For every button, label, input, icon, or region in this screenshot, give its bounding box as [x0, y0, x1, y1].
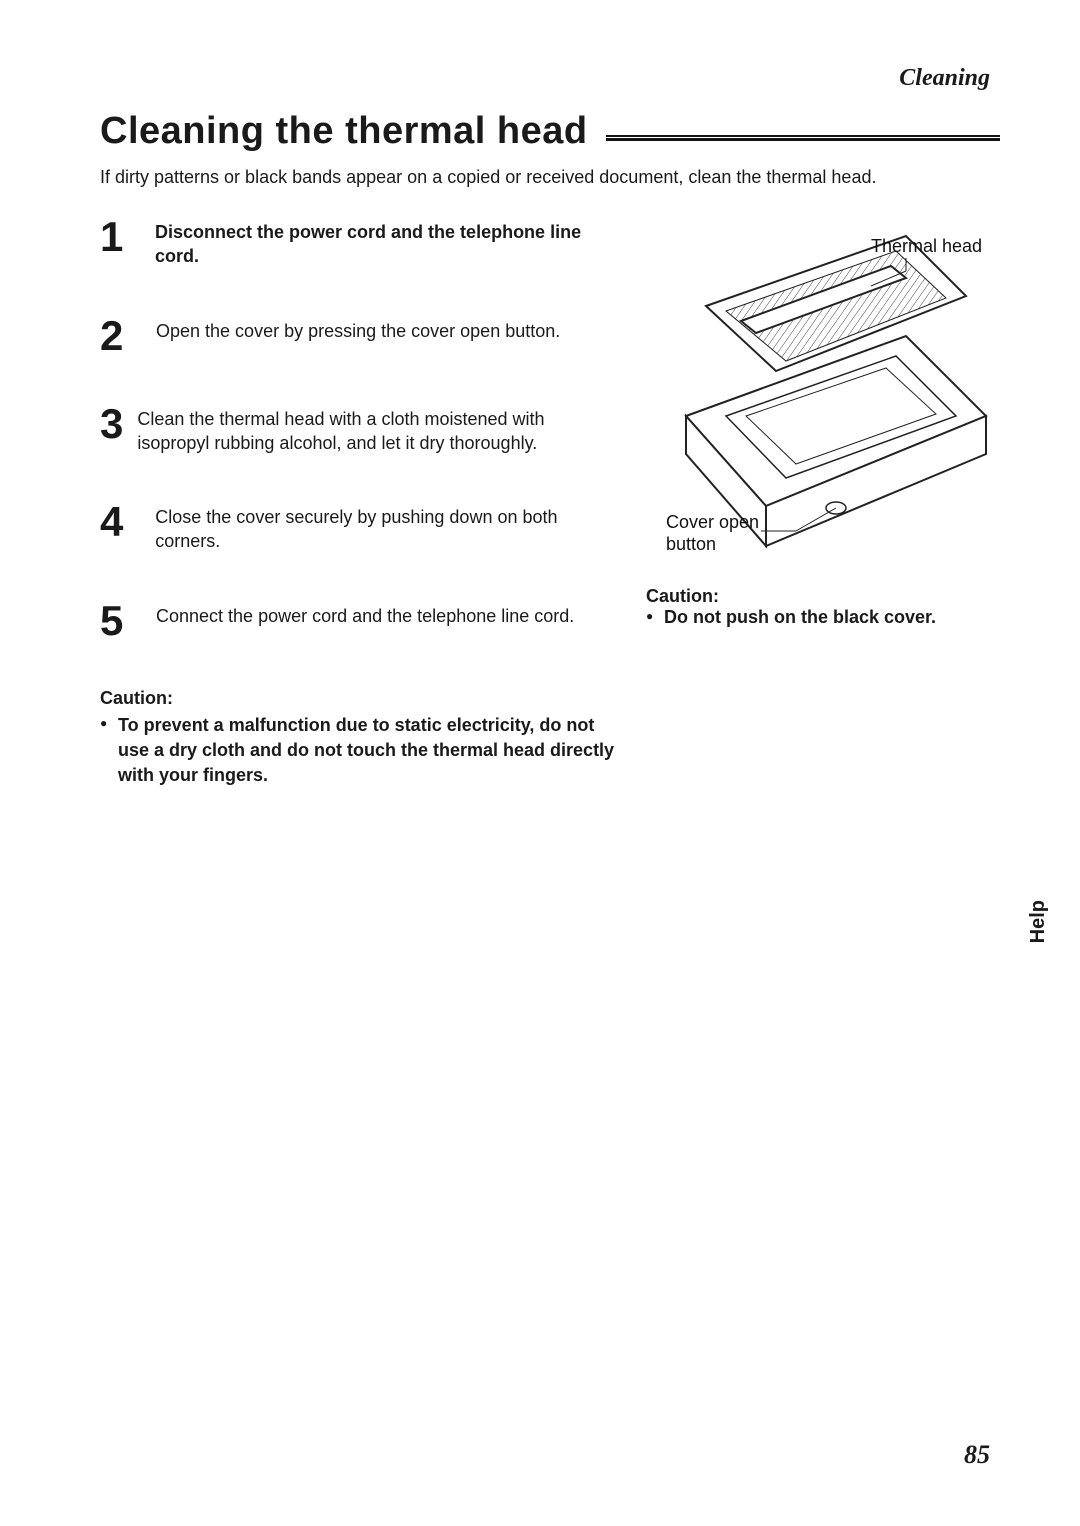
- side-tab-help: Help: [1027, 900, 1050, 943]
- steps-column: 1 Disconnect the power cord and the tele…: [100, 216, 620, 788]
- figure-caution-label: Caution:: [646, 586, 1006, 607]
- content-row: 1 Disconnect the power cord and the tele…: [100, 216, 1000, 788]
- figure-caution-item: Do not push on the black cover.: [646, 607, 1006, 628]
- step-number: 3: [100, 403, 127, 445]
- caution-item: To prevent a malfunction due to static e…: [100, 713, 620, 789]
- step-number: 5: [100, 600, 146, 642]
- intro-text: If dirty patterns or black bands appear …: [100, 167, 1000, 188]
- step-item: 1 Disconnect the power cord and the tele…: [100, 216, 620, 269]
- figure-column: Thermal head Cover open button Caution: …: [646, 216, 1006, 788]
- step-number: 4: [100, 501, 145, 543]
- step-text: Connect the power cord and the telephone…: [156, 600, 574, 628]
- device-figure: Thermal head Cover open button: [646, 216, 1006, 576]
- caution-label: Caution:: [100, 688, 620, 709]
- step-item: 4 Close the cover securely by pushing do…: [100, 501, 620, 554]
- section-label: Cleaning: [899, 65, 990, 92]
- title-rule: [606, 135, 1000, 141]
- step-number: 2: [100, 315, 146, 357]
- step-text: Disconnect the power cord and the teleph…: [155, 216, 620, 269]
- caution-block: Caution: To prevent a malfunction due to…: [100, 688, 620, 789]
- figure-label-thermal-head: Thermal head: [871, 236, 982, 258]
- step-number: 1: [100, 216, 145, 258]
- step-text: Open the cover by pressing the cover ope…: [156, 315, 560, 343]
- figure-caution: Caution: Do not push on the black cover.: [646, 586, 1006, 628]
- figure-label-cover-open-button: Cover open button: [666, 512, 776, 555]
- page-number: 85: [964, 1440, 990, 1470]
- step-item: 3 Clean the thermal head with a cloth mo…: [100, 403, 620, 456]
- step-text: Close the cover securely by pushing down…: [155, 501, 620, 554]
- step-item: 2 Open the cover by pressing the cover o…: [100, 315, 620, 357]
- page-title: Cleaning the thermal head: [100, 110, 588, 153]
- step-item: 5 Connect the power cord and the telepho…: [100, 600, 620, 642]
- title-row: Cleaning the thermal head: [100, 110, 1000, 153]
- step-text: Clean the thermal head with a cloth mois…: [137, 403, 620, 456]
